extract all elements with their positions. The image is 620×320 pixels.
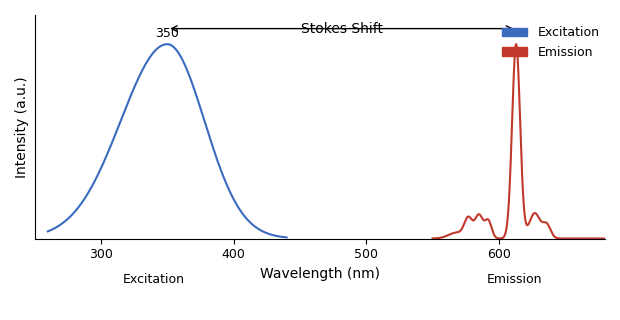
Text: Stokes Shift: Stokes Shift [301, 22, 383, 36]
Text: Excitation: Excitation [123, 273, 185, 285]
X-axis label: Wavelength (nm): Wavelength (nm) [260, 267, 380, 281]
Y-axis label: Intensity (a.u.): Intensity (a.u.) [15, 76, 29, 178]
Text: Emission: Emission [487, 273, 542, 285]
Legend: Excitation, Emission: Excitation, Emission [497, 21, 604, 63]
Text: 350: 350 [155, 27, 179, 40]
Text: 613: 613 [504, 27, 528, 40]
